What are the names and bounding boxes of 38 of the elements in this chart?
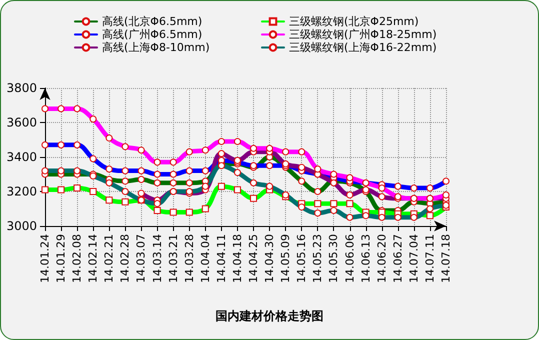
- x-tick-label: 14.03.21: [166, 234, 180, 283]
- legend-label: 高线(广州Φ6.5mm): [102, 28, 202, 41]
- legend-label: 三级螺纹钢(北京Φ25mm): [289, 15, 419, 28]
- x-tick-label: 14.07.04: [407, 234, 420, 283]
- x-tick-label: 14.07.11: [423, 234, 436, 283]
- x-tick-label: 14.02.14: [86, 234, 100, 283]
- x-tick-label: 14.07.18: [440, 234, 452, 283]
- legend-label: 高线(上海Φ8-10mm): [102, 41, 210, 54]
- x-tick-label: 14.05.16: [295, 234, 308, 283]
- y-tick-label: 3400: [6, 150, 37, 164]
- x-tick-label: 14.01.29: [54, 234, 68, 283]
- x-tick-label: 14.04.04: [198, 234, 212, 283]
- x-tick-label: 14.06.13: [359, 234, 372, 283]
- y-tick-label: 3800: [6, 81, 37, 95]
- y-tick-label: 3000: [6, 219, 37, 233]
- x-tick-label: 14.05.30: [327, 234, 340, 283]
- x-tick-label: 14.06.20: [375, 234, 388, 283]
- x-tick-label: 14.04.18: [230, 234, 244, 283]
- x-tick-label: 14.02.08: [70, 234, 84, 283]
- x-tick-label: 14.04.11: [214, 234, 228, 283]
- x-tick-label: 14.02.21: [102, 234, 116, 283]
- x-tick-label: 14.04.25: [247, 234, 260, 283]
- legend-label: 高线(北京Φ6.5mm): [102, 15, 202, 28]
- x-tick-label: 14.03.14: [150, 234, 164, 283]
- legend-label: 三级螺纹钢(广州Φ18-25mm): [289, 28, 437, 41]
- x-tick-label: 14.01.24: [38, 234, 52, 283]
- y-tick-label: 3200: [6, 184, 37, 198]
- x-tick-label: 14.05.23: [311, 234, 324, 283]
- text: 国内建材价格走势图: [216, 309, 324, 323]
- y-tick-label: 3600: [6, 116, 37, 130]
- x-tick-label: 14.06.27: [391, 234, 404, 283]
- x-tick-label: 14.03.28: [182, 234, 196, 283]
- x-tick-label: 14.03.07: [134, 234, 148, 283]
- x-tick-label: 14.04.30: [263, 234, 276, 283]
- x-tick-label: 14.05.09: [279, 234, 292, 283]
- x-tick-label: 14.06.06: [343, 234, 356, 283]
- x-tick-label: 14.02.28: [118, 234, 132, 283]
- legend-label: 三级螺纹钢(上海Φ16-22mm): [289, 41, 437, 54]
